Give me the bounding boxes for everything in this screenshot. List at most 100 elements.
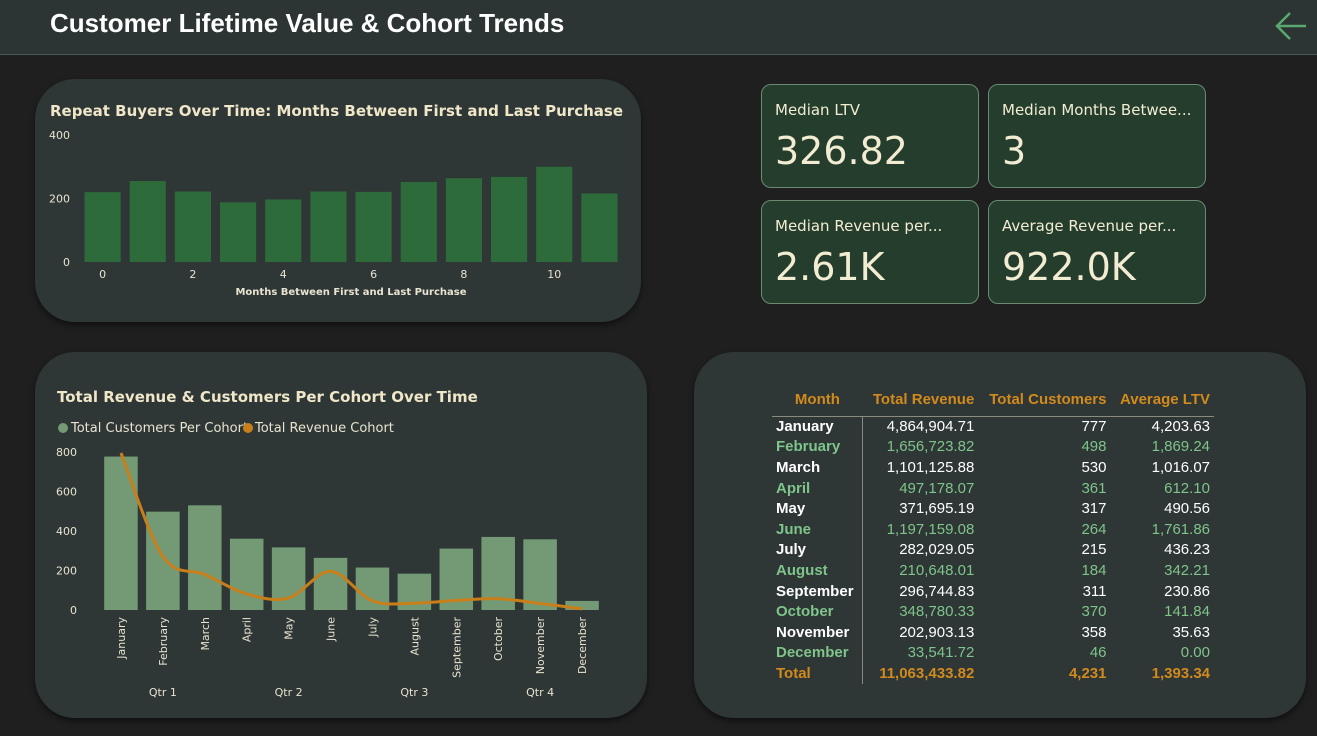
- bar[interactable]: [220, 202, 257, 262]
- cell-total-customers: 317: [1081, 500, 1107, 518]
- bar[interactable]: [174, 191, 211, 262]
- col-total-revenue[interactable]: Total Revenue: [862, 384, 979, 417]
- table-row[interactable]: January 4,864,904.71 777 4,203.63: [772, 416, 1214, 437]
- table-row[interactable]: June 1,197,159.08 264 1,761.86: [772, 518, 1214, 540]
- bar[interactable]: [84, 192, 121, 262]
- table-row[interactable]: February 1,656,723.82 498 1,869.24: [772, 436, 1214, 458]
- header-bar: Customer Lifetime Value & Cohort Trends: [0, 0, 1317, 55]
- kpi-label: Median Revenue per...: [775, 217, 943, 235]
- customers-bar[interactable]: [313, 557, 348, 610]
- cell-total-customers: 370: [1081, 603, 1107, 621]
- revenue-line[interactable]: [119, 452, 583, 611]
- bar[interactable]: [536, 166, 573, 262]
- cell-total-revenue: 296,744.83: [899, 582, 975, 600]
- cell-average-ltv: 342.21: [1164, 561, 1210, 579]
- customers-bar[interactable]: [229, 538, 264, 610]
- table-row[interactable]: April 497,178.07 361 612.10: [772, 477, 1214, 499]
- cell-average-ltv: 612.10: [1164, 479, 1210, 497]
- x-tick-label: March: [199, 617, 212, 651]
- cell-average-ltv: 436.23: [1164, 541, 1210, 559]
- customers-bar[interactable]: [104, 456, 138, 610]
- cell-total-revenue: 4,864,904.71: [886, 418, 975, 436]
- cell-total-customers: 46: [1089, 644, 1107, 662]
- cell-total-customers: 358: [1081, 623, 1107, 641]
- table-row[interactable]: October 348,780.33 370 141.84: [772, 601, 1214, 622]
- legend-marker-customers: [58, 423, 68, 433]
- col-average-ltv[interactable]: Average LTV: [1110, 384, 1214, 417]
- cell-average-ltv: 1,761.86: [1151, 520, 1210, 538]
- total-average-ltv: 1,393.34: [1151, 664, 1210, 682]
- kpi-value: 3: [1002, 129, 1027, 173]
- cell-total-revenue: 1,197,159.08: [886, 520, 975, 538]
- kpi-value: 922.0K: [1002, 245, 1136, 289]
- page-title: Customer Lifetime Value & Cohort Trends: [50, 8, 565, 38]
- x-tick-label: May: [283, 617, 296, 640]
- bar[interactable]: [445, 178, 482, 262]
- x-tick-label: November: [534, 617, 547, 675]
- x-tick-label: October: [492, 617, 505, 661]
- cell-total-customers: 361: [1081, 479, 1107, 497]
- arrow-left-icon[interactable]: [1273, 8, 1309, 44]
- cell-total-customers: 311: [1082, 582, 1107, 600]
- col-total-customers[interactable]: Total Customers: [978, 384, 1111, 417]
- quarter-label: Qtr 3: [400, 686, 428, 699]
- y-tick-label: 400: [56, 525, 77, 538]
- x-tick-label: April: [241, 617, 254, 642]
- table-row[interactable]: July 282,029.05 215 436.23: [772, 539, 1214, 561]
- bar[interactable]: [581, 193, 618, 262]
- x-tick-label: December: [576, 617, 589, 675]
- cell-total-revenue: 202,903.13: [899, 623, 975, 641]
- cell-total-revenue: 371,695.19: [899, 500, 975, 518]
- table-row[interactable]: September 296,744.83 311 230.86: [772, 580, 1214, 602]
- cell-total-revenue: 33,541.72: [907, 644, 975, 662]
- kpi-value: 326.82: [775, 129, 908, 173]
- x-tick-label: 10: [547, 268, 561, 281]
- table-row[interactable]: May 371,695.19 317 490.56: [772, 498, 1214, 519]
- table-total-row: Total 11,063,433.82 4,231 1,393.34: [772, 663, 1214, 684]
- cell-total-revenue: 348,780.33: [899, 603, 975, 621]
- cell-month: August: [772, 560, 864, 581]
- cell-month: January: [772, 416, 864, 437]
- y-tick-label: 0: [63, 256, 70, 269]
- table-row[interactable]: December 33,541.72 46 0.00: [772, 642, 1214, 664]
- cell-average-ltv: 1,016.07: [1151, 458, 1210, 476]
- cell-month: June: [772, 518, 864, 540]
- kpi-card-median-months[interactable]: Median Months Betwee... 3: [988, 84, 1206, 188]
- cell-month: April: [772, 477, 864, 499]
- col-month[interactable]: Month: [772, 384, 863, 417]
- x-tick-label: 0: [99, 268, 106, 281]
- customers-bar[interactable]: [565, 600, 599, 610]
- kpi-card-median-revenue[interactable]: Median Revenue per... 2.61K: [761, 200, 979, 304]
- bar[interactable]: [129, 181, 166, 262]
- bar[interactable]: [491, 176, 528, 262]
- x-tick-label: 4: [280, 268, 287, 281]
- cell-average-ltv: 4,203.63: [1151, 418, 1210, 436]
- table-row[interactable]: March 1,101,125.88 530 1,016.07: [772, 457, 1214, 478]
- legend-label-revenue[interactable]: Total Revenue Cohort: [254, 421, 394, 436]
- customers-bar[interactable]: [523, 539, 557, 610]
- cell-total-customers: 777: [1081, 418, 1107, 436]
- kpi-card-median-ltv[interactable]: Median LTV 326.82: [761, 84, 979, 188]
- bar[interactable]: [400, 181, 437, 262]
- cell-total-customers: 264: [1081, 520, 1107, 538]
- cell-total-customers: 498: [1081, 438, 1107, 456]
- bar[interactable]: [265, 199, 302, 262]
- cell-total-customers: 530: [1081, 458, 1107, 476]
- customers-bar[interactable]: [146, 511, 180, 610]
- cell-total-revenue: 1,656,723.82: [886, 438, 975, 456]
- bar[interactable]: [310, 191, 347, 262]
- kpi-card-average-revenue[interactable]: Average Revenue per... 922.0K: [988, 200, 1206, 304]
- cell-total-revenue: 282,029.05: [899, 541, 975, 559]
- y-tick-label: 800: [56, 446, 77, 459]
- cell-average-ltv: 141.84: [1164, 603, 1210, 621]
- cell-average-ltv: 490.56: [1164, 500, 1210, 518]
- cell-month: September: [772, 580, 864, 602]
- bar[interactable]: [355, 191, 392, 262]
- legend-label-customers[interactable]: Total Customers Per Cohort: [70, 421, 248, 436]
- quarter-label: Qtr 1: [149, 686, 177, 699]
- table-row[interactable]: August 210,648.01 184 342.21: [772, 560, 1214, 581]
- x-tick-label: August: [408, 616, 421, 655]
- customers-bar[interactable]: [188, 505, 222, 610]
- table-row[interactable]: November 202,903.13 358 35.63: [772, 621, 1214, 643]
- cell-average-ltv: 230.86: [1164, 582, 1210, 600]
